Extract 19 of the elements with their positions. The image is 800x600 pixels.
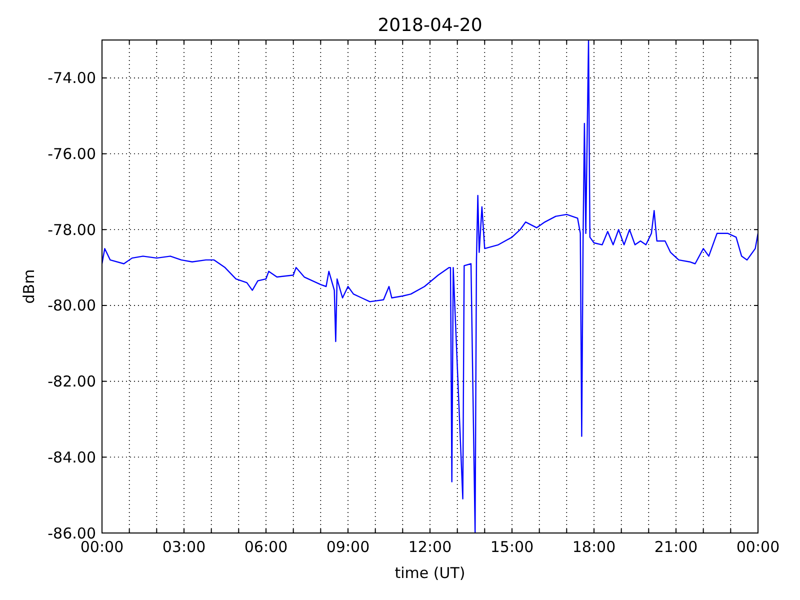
x-tick-label: 06:00	[244, 538, 288, 556]
chart-title: 2018-04-20	[378, 15, 482, 36]
y-tick-label: -80.00	[48, 296, 96, 315]
x-tick-label: 21:00	[654, 538, 698, 556]
y-tick-label: -76.00	[48, 145, 96, 164]
x-axis-title: time (UT)	[394, 564, 466, 582]
x-tick-label: 18:00	[572, 538, 616, 556]
line-series	[102, 40, 758, 533]
x-tick-label: 09:00	[326, 538, 370, 556]
y-tick-label: -82.00	[48, 372, 96, 391]
x-tick-label: 03:00	[162, 538, 206, 556]
y-tick-label: -74.00	[48, 69, 96, 88]
y-tick-label: -84.00	[48, 448, 96, 466]
x-tick-label: 12:00	[408, 538, 452, 556]
x-tick-label: 15:00	[490, 538, 534, 556]
y-tick-label: -78.00	[48, 220, 96, 239]
x-tick-label: 00:00	[736, 538, 780, 556]
x-tick-label: 00:00	[80, 538, 124, 556]
y-axis-title: dBm	[20, 269, 38, 304]
